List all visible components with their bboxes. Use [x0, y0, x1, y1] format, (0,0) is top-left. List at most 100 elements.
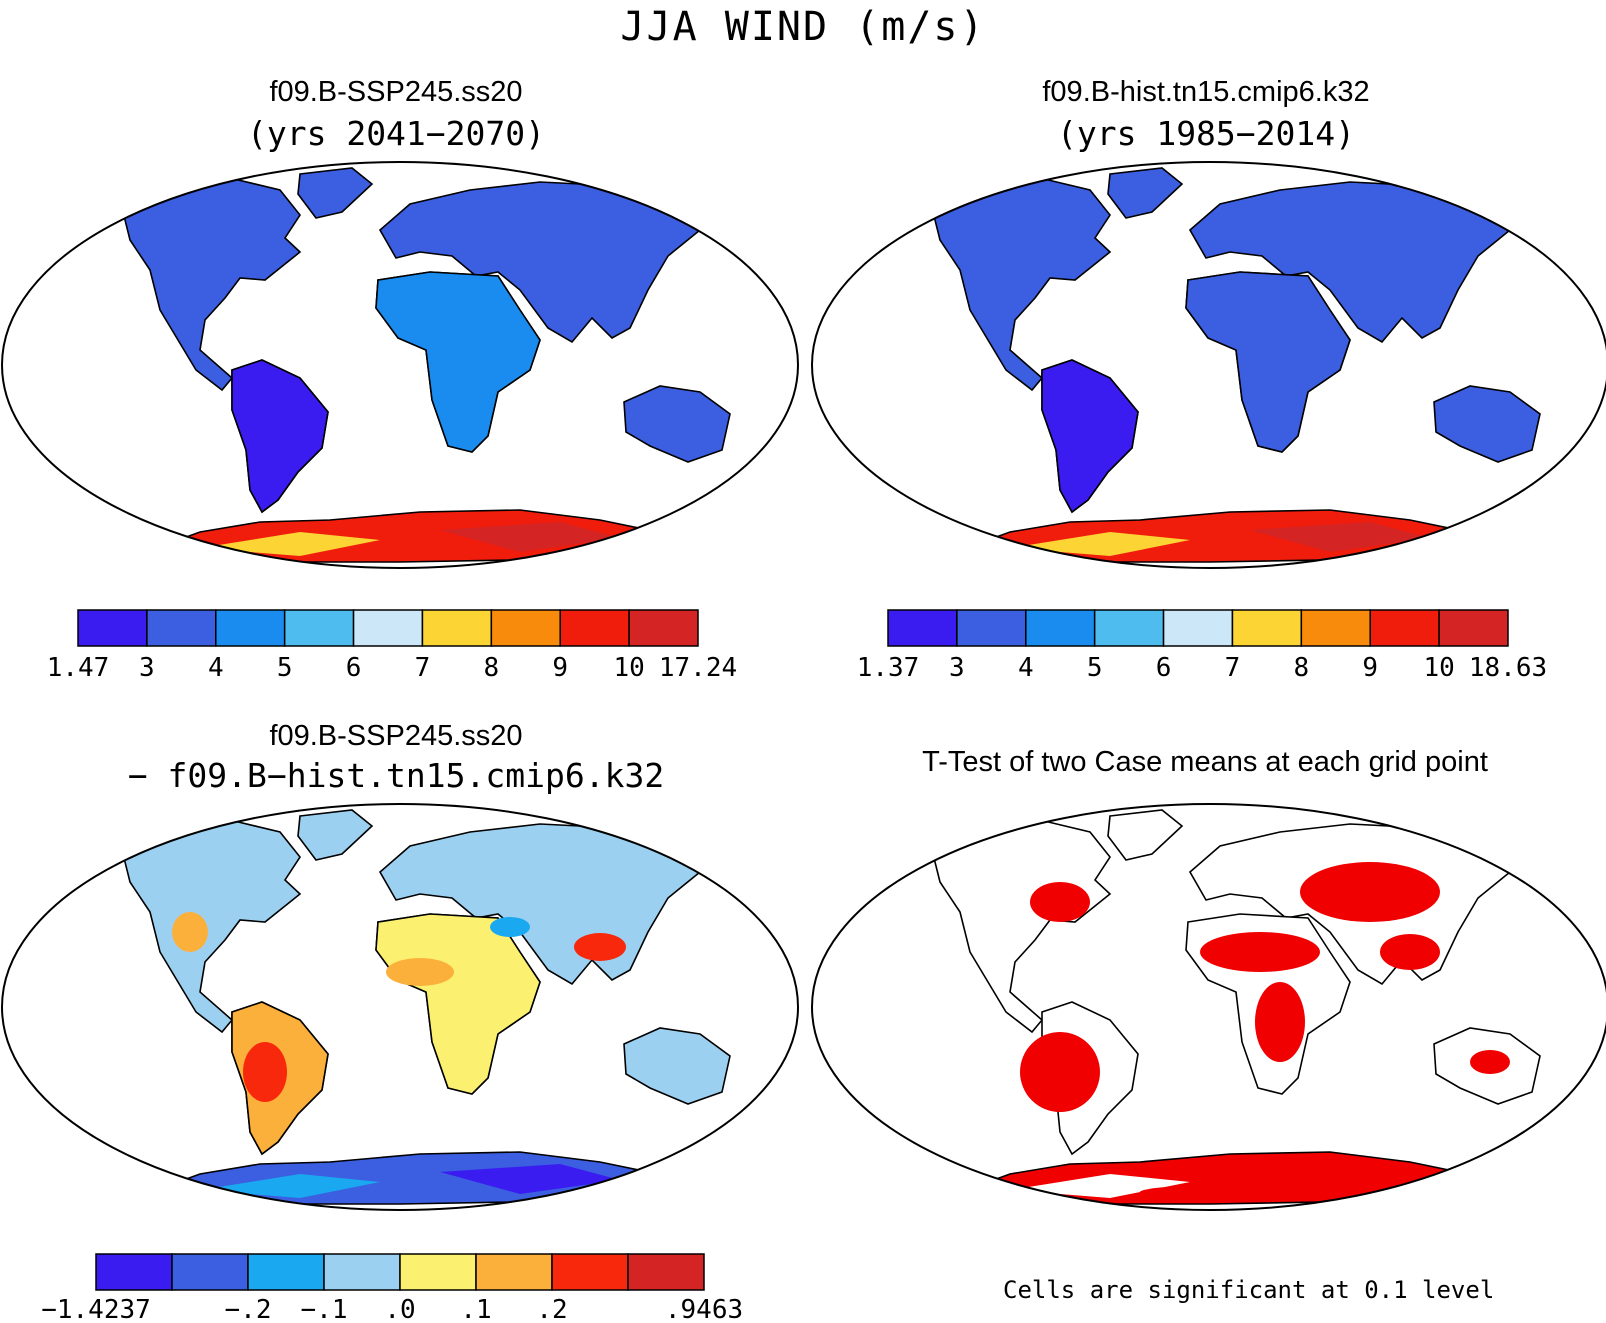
colorbar-tick-label: 5	[1087, 653, 1103, 683]
significance-note: Cells are significant at 0.1 level	[1003, 1276, 1495, 1304]
antarctica-band	[1250, 1164, 1430, 1194]
panel2-title: f09.B-hist.tn15.cmip6.k32	[1042, 76, 1370, 108]
colorbar-tick-label: 18.63	[1469, 653, 1547, 683]
colorbar-tick-label: 7	[1225, 653, 1241, 683]
antarctica-band	[440, 1164, 620, 1194]
continent-africa-field	[1185, 271, 1351, 453]
colorbar-swatch	[95, 1253, 173, 1291]
colorbar-swatch	[551, 1253, 629, 1291]
figure-title: JJA WIND (m/s)	[620, 4, 986, 50]
colorbar-case1: 1.47 3 4 5 6 7 8 9 10 17.24	[47, 609, 737, 683]
anomaly-region	[386, 958, 454, 986]
colorbar-tick-label: .1	[460, 1295, 491, 1323]
continent-australia	[1433, 385, 1541, 463]
colorbar-tick-label: 7	[415, 653, 431, 683]
map-difference	[1, 803, 799, 1211]
colorbar-tick-label: .0	[384, 1295, 415, 1323]
continent-greenland	[297, 167, 374, 219]
colorbar-tick-label: 1.37	[857, 653, 920, 683]
continent-north-america	[929, 819, 1112, 1034]
continent-north-america	[119, 177, 302, 392]
colorbar-swatch	[215, 609, 286, 647]
colorbar-swatch	[421, 609, 493, 647]
antarctica-band	[200, 532, 380, 556]
panel3-title: f09.B-SSP245.ss20	[269, 720, 523, 752]
continent-australia	[623, 1027, 731, 1105]
panel4-title: T-Test of two Case means at each grid po…	[922, 746, 1488, 778]
colorbar-difference: −1.4237 −.2 −.1 .0 .1 .2 .9463	[41, 1253, 743, 1323]
colorbar-swatch	[146, 609, 217, 647]
colorbar-tick-label: −.1	[301, 1295, 348, 1323]
colorbar-tick-label: 10	[613, 653, 644, 683]
colorbar-swatch	[352, 609, 424, 647]
map-case2	[811, 161, 1606, 569]
significant-region	[1470, 1050, 1510, 1074]
colorbar-tick-label: 8	[484, 653, 500, 683]
colorbar-swatch	[1231, 609, 1303, 647]
colorbar-swatch	[323, 1253, 401, 1291]
continent-africa-field	[375, 913, 541, 1095]
colorbar-swatch	[283, 609, 355, 647]
map-ttest	[811, 803, 1606, 1211]
panel3-subtitle: − f09.B−hist.tn15.cmip6.k32	[127, 756, 665, 795]
continent-eurasia	[1188, 181, 1511, 344]
colorbar-tick-label: 9	[552, 653, 568, 683]
significant-region	[1300, 862, 1440, 922]
continent-greenland	[297, 809, 374, 861]
antarctica-band	[1010, 1174, 1190, 1198]
anomaly-region	[490, 917, 530, 937]
map-border	[1, 161, 799, 569]
continent-north-america	[119, 819, 302, 1034]
significant-region	[1255, 982, 1305, 1062]
anomaly-region	[172, 912, 208, 952]
colorbar-tick-label: 5	[277, 653, 293, 683]
colorbar-swatch	[1162, 609, 1234, 647]
continent-africa-field	[375, 271, 541, 453]
colorbar-tick-label: 1.47	[47, 653, 110, 683]
colorbar-swatch	[956, 609, 1027, 647]
antarctica-band	[200, 1174, 380, 1198]
colorbar-tick-label: .2	[536, 1295, 567, 1323]
colorbar-tick-label: 3	[139, 653, 155, 683]
colorbar-swatch	[887, 609, 958, 647]
colorbar-tick-label: 17.24	[659, 653, 737, 683]
colorbar-tick-label: −.2	[225, 1295, 272, 1323]
panel2-subtitle: (yrs 1985−2014)	[1056, 114, 1355, 153]
colorbar-tick-label: 8	[1294, 653, 1310, 683]
continent-eurasia	[378, 181, 701, 344]
significant-region	[1200, 932, 1320, 972]
colorbar-swatch	[1093, 609, 1165, 647]
anomaly-region	[574, 933, 626, 961]
continent-south-america-field	[231, 359, 329, 514]
continent-north-america	[929, 177, 1112, 392]
colorbar-swatch	[627, 1253, 705, 1291]
colorbar-tick-label: 3	[949, 653, 965, 683]
antarctica-band	[440, 522, 620, 552]
continent-greenland	[1107, 809, 1184, 861]
colorbar-swatch	[247, 1253, 325, 1291]
colorbar-swatch	[1369, 609, 1440, 647]
colorbar-tick-label: 6	[346, 653, 362, 683]
colorbar-tick-label: 4	[208, 653, 224, 683]
colorbar-swatch	[1438, 609, 1509, 647]
antarctica-band	[1010, 532, 1190, 556]
map-case1	[1, 161, 799, 569]
colorbar-tick-label: .9463	[665, 1295, 743, 1323]
colorbar-swatch	[628, 609, 699, 647]
colorbar-swatch	[1300, 609, 1371, 647]
colorbar-swatch	[475, 1253, 553, 1291]
colorbar-swatch	[399, 1253, 477, 1291]
significant-region	[1140, 1184, 1380, 1200]
colorbar-tick-label: −1.4237	[41, 1295, 151, 1323]
significant-region	[1030, 882, 1090, 922]
colorbar-swatch	[77, 609, 148, 647]
continent-greenland	[1107, 167, 1184, 219]
colorbar-tick-label: 6	[1156, 653, 1172, 683]
anomaly-region	[243, 1042, 287, 1102]
colorbar-swatch	[171, 1253, 249, 1291]
continent-south-america-field	[1041, 359, 1139, 514]
map-border	[1, 803, 799, 1211]
significant-region	[1020, 1032, 1100, 1112]
map-border	[811, 161, 1606, 569]
panel1-title: f09.B-SSP245.ss20	[269, 76, 523, 108]
